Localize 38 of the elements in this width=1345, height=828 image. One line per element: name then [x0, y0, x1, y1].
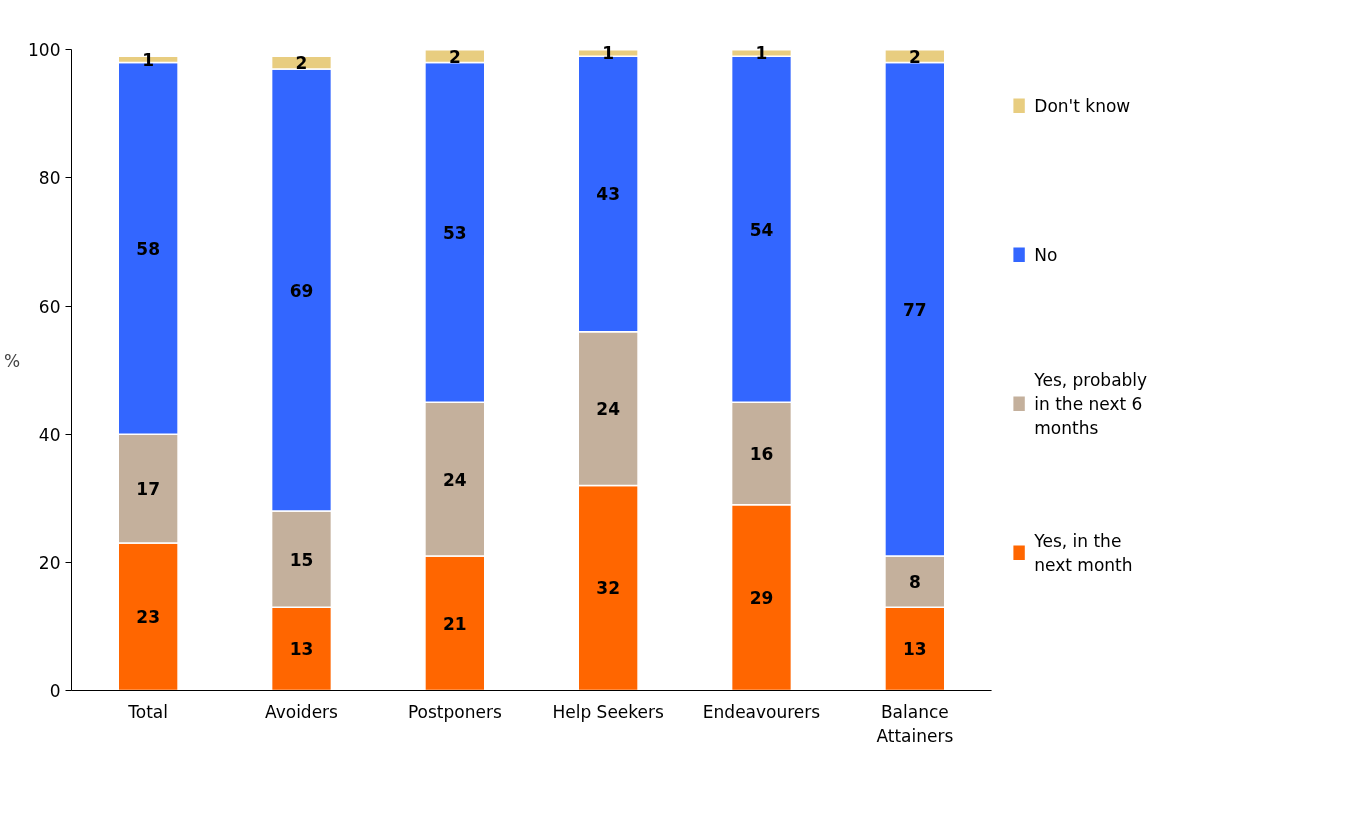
x-tick-label: Balance Attainers: [876, 701, 954, 746]
data-label: 13: [903, 639, 927, 660]
data-label: 43: [596, 184, 621, 205]
x-tick-label: Help Seekers: [552, 701, 665, 722]
data-label: 53: [443, 222, 467, 243]
legend-label: Don't know: [1034, 95, 1131, 116]
data-label: 21: [443, 613, 467, 634]
data-label: 69: [289, 280, 314, 301]
data-label: 24: [443, 469, 467, 490]
data-label: 8: [908, 572, 921, 593]
data-label: 16: [749, 443, 774, 464]
data-label: 13: [289, 639, 314, 660]
data-label: 24: [596, 399, 621, 420]
legend-label: Yes, probably in the next 6 months: [1033, 369, 1148, 438]
legend-label: Yes, in the next month: [1033, 530, 1133, 575]
data-label: 32: [596, 578, 621, 599]
x-tick-label: Total: [127, 701, 169, 722]
x-tick-label: Endeavourers: [702, 701, 821, 722]
legend-label: No: [1034, 244, 1058, 265]
data-label: 23: [136, 607, 161, 628]
data-label: 54: [749, 219, 774, 240]
data-label: 2: [295, 53, 308, 74]
y-tick-label: 20: [38, 552, 61, 573]
y-tick-label: 0: [49, 681, 61, 701]
y-tick-label: 40: [38, 424, 61, 445]
x-tick-label: Postponers: [407, 701, 502, 722]
y-tick-label: 100: [28, 40, 61, 61]
data-label: 2: [448, 46, 461, 67]
data-label: 17: [136, 479, 161, 500]
data-label: 58: [136, 238, 161, 259]
x-tick-label: Avoiders: [265, 701, 339, 722]
y-tick-label: 60: [38, 296, 61, 317]
y-tick-label: 80: [38, 168, 61, 189]
data-label: 15: [289, 549, 314, 570]
data-label: 2: [908, 46, 921, 67]
data-label: 29: [749, 588, 774, 609]
data-label: 77: [903, 299, 927, 320]
y-axis-title: %: [3, 350, 21, 371]
